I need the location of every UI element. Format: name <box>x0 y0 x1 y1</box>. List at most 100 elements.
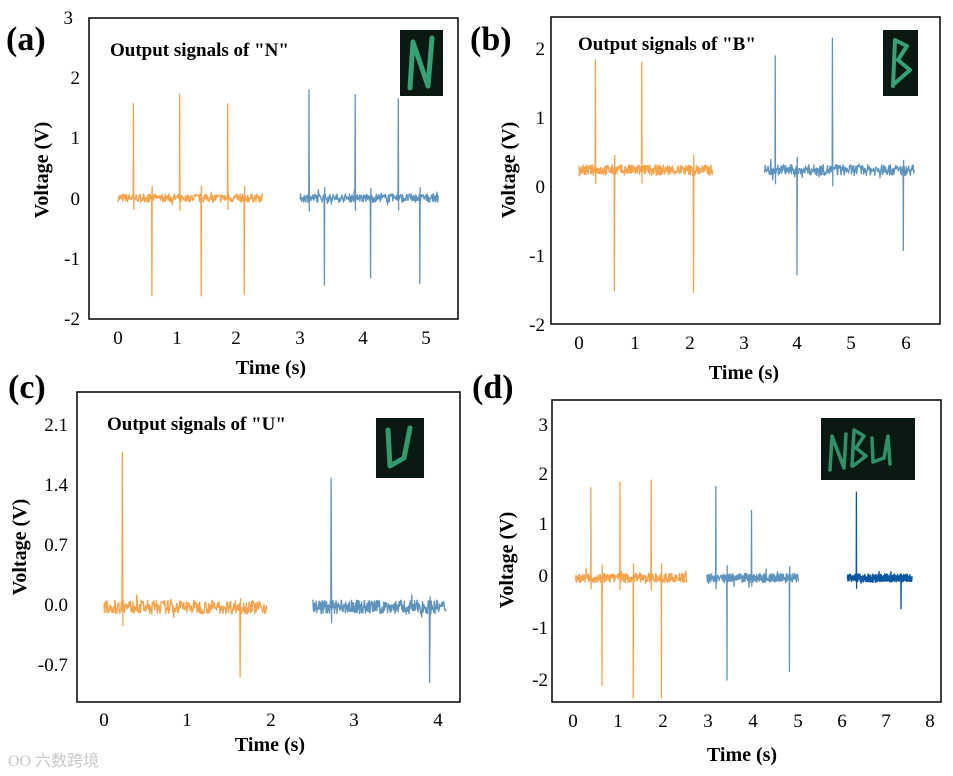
ytick-label: -0.7 <box>38 655 68 676</box>
chart-title-a: Output signals of "N" <box>110 40 289 61</box>
ytick-label: 2 <box>539 464 549 485</box>
xtick-label: 1 <box>613 711 623 732</box>
signal-trace <box>117 93 264 297</box>
y-axis-title-d: Voltage (V) <box>496 512 518 608</box>
ytick-label: 2 <box>536 39 546 60</box>
xtick-label: 3 <box>295 328 305 349</box>
xtick-label: 3 <box>349 710 359 731</box>
signal-trace <box>574 479 688 699</box>
traces-d <box>574 479 913 699</box>
spike-peak <box>323 284 325 286</box>
ytick-label: -2 <box>532 670 548 691</box>
x-axis-title-b: Time (s) <box>709 362 779 384</box>
chart-title-b: Output signals of "B" <box>578 34 756 55</box>
xtick-label: 6 <box>837 711 847 732</box>
x-axis-title-c: Time (s) <box>235 734 305 756</box>
xticks-d: 0 1 2 3 4 5 6 7 8 <box>568 711 935 732</box>
xtick-label: 5 <box>846 333 856 354</box>
xtick-label: 6 <box>901 333 911 354</box>
signal-trace <box>312 477 447 684</box>
ytick-label: 1 <box>536 108 546 129</box>
spike-peak <box>370 277 372 279</box>
xtick-label: 5 <box>793 711 803 732</box>
x-axis-title-a: Time (s) <box>236 357 306 379</box>
traces-c <box>103 452 447 684</box>
spike-peak <box>788 670 791 672</box>
panel-label-a: (a) <box>6 21 46 58</box>
spike-peak <box>594 59 597 61</box>
traces-a <box>117 89 439 297</box>
spike-peak <box>151 295 153 297</box>
spike-peak <box>419 282 421 284</box>
xtick-label: 7 <box>881 711 891 732</box>
ytick-label: -2 <box>64 309 80 330</box>
nbu-glyphs <box>828 428 892 472</box>
plot-frame-a <box>88 17 459 320</box>
spike-peak <box>429 681 431 684</box>
ytick-label: -1 <box>64 249 80 270</box>
signal-trace <box>706 486 800 681</box>
xtick-label: 3 <box>739 333 749 354</box>
spike-peak <box>227 103 229 105</box>
signal-trace <box>103 452 268 678</box>
spike-peak <box>632 697 634 699</box>
spike-peak <box>831 37 834 40</box>
spike-peak <box>715 486 717 488</box>
inset-image-d <box>821 418 915 480</box>
ytick-label: 0 <box>539 566 549 587</box>
spike-peak <box>855 491 858 493</box>
inset-image-a <box>400 30 443 96</box>
xtick-label: 1 <box>172 328 182 349</box>
spike-peak <box>601 684 603 686</box>
xtick-label: 4 <box>792 333 802 354</box>
yticks-a: -2 -1 0 1 2 3 <box>64 8 81 330</box>
xtick-label: 0 <box>113 328 123 349</box>
ytick-label: 2.1 <box>44 415 68 436</box>
signal-trace <box>846 491 913 610</box>
ytick-label: 3 <box>539 415 549 436</box>
xtick-label: 0 <box>574 333 584 354</box>
panel-a: -2 -1 0 1 2 3 0 1 2 3 4 5 Time (s) Volta… <box>6 8 459 379</box>
spike-peak <box>641 61 643 63</box>
spike-peak <box>330 477 332 479</box>
spike-peak <box>397 98 399 100</box>
xtick-label: 3 <box>703 711 713 732</box>
letter-n-glyph <box>407 35 435 91</box>
ytick-label: 0 <box>536 177 546 198</box>
ytick-label: 0.0 <box>44 595 68 616</box>
xtick-label: 4 <box>358 328 368 349</box>
watermark: OO 六数跨境 <box>8 751 99 770</box>
y-axis-title-b: Voltage (V) <box>498 122 520 218</box>
letter-b-glyph <box>891 38 912 88</box>
panel-c: -0.7 0.0 0.7 1.4 2.1 0 1 2 3 4 Time (s) … <box>8 369 461 756</box>
spike-peak <box>660 697 663 699</box>
xtick-label: 2 <box>266 710 276 731</box>
xticks-a: 0 1 2 3 4 5 <box>113 328 431 349</box>
ytick-label: 1.4 <box>44 475 68 496</box>
plot-frame-d <box>551 399 942 703</box>
y-axis-title-c: Voltage (V) <box>9 499 31 595</box>
spike-peak <box>619 481 621 483</box>
ytick-label: -2 <box>529 315 545 336</box>
chart-title-c: Output signals of "U" <box>107 414 286 435</box>
spike-peak <box>750 510 753 512</box>
plot-frame-b <box>550 16 941 325</box>
spike-peak <box>590 487 592 489</box>
spike-peak <box>132 103 134 105</box>
spike-peak <box>121 452 123 454</box>
yticks-b: -2 -1 0 1 2 <box>529 39 545 336</box>
panel-b: -2 -1 0 1 2 0 1 2 3 4 5 6 Time (s) Volta… <box>470 16 941 384</box>
xtick-label: 4 <box>433 710 443 731</box>
ytick-label: 3 <box>64 8 74 29</box>
yticks-d: -2 -1 0 1 2 3 <box>532 415 548 691</box>
panel-label-d: (d) <box>472 369 514 406</box>
panel-label-c: (c) <box>8 369 46 406</box>
xtick-label: 2 <box>231 328 241 349</box>
xtick-label: 1 <box>630 333 640 354</box>
ytick-label: 0 <box>71 189 81 210</box>
letter-u-glyph <box>385 425 413 469</box>
spike-peak <box>774 55 776 57</box>
spike-peak <box>900 608 902 610</box>
spike-peak <box>726 679 728 681</box>
